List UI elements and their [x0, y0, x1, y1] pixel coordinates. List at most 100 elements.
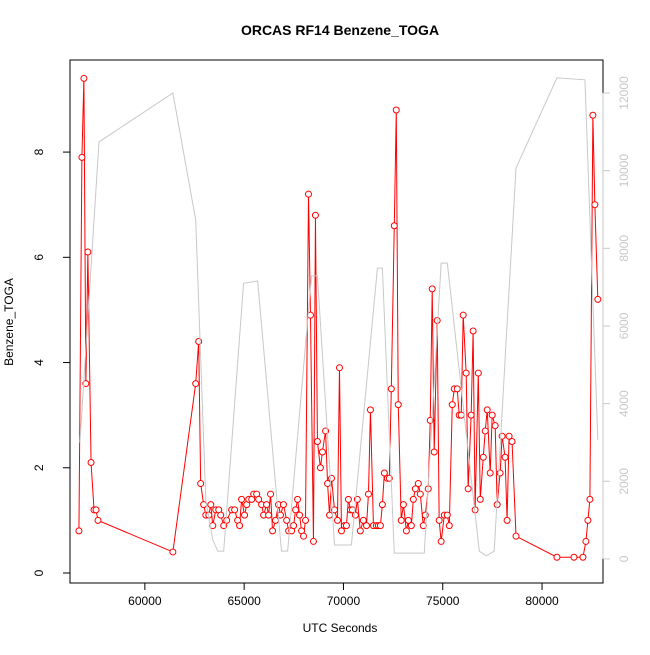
- data-point: [428, 285, 436, 293]
- data-point: [272, 516, 280, 524]
- data-point: [92, 506, 100, 514]
- data-point: [351, 511, 359, 519]
- data-point: [508, 437, 516, 445]
- y2-tick-label: 6000: [617, 312, 631, 339]
- x-tick-label: 80000: [525, 594, 559, 608]
- data-point: [589, 111, 597, 119]
- data-point: [87, 459, 95, 467]
- data-point: [356, 527, 364, 535]
- data-point: [316, 464, 324, 472]
- data-point: [404, 516, 412, 524]
- data-point: [318, 448, 326, 456]
- data-point: [459, 311, 467, 319]
- y2-tick-label: 4000: [617, 390, 631, 417]
- chart-title: ORCAS RF14 Benzene_TOGA: [241, 22, 439, 38]
- y2-tick-label: 2000: [617, 468, 631, 495]
- data-point: [392, 106, 400, 114]
- data-point: [479, 453, 487, 461]
- data-point: [483, 406, 491, 414]
- data-point: [279, 501, 287, 509]
- data-point: [503, 516, 511, 524]
- data-point: [488, 411, 496, 419]
- data-point: [464, 485, 472, 493]
- data-point: [387, 385, 395, 393]
- data-point: [481, 427, 489, 435]
- data-point: [195, 337, 203, 345]
- data-point: [300, 532, 308, 540]
- y-tick-label: 2: [32, 464, 46, 471]
- data-point: [269, 527, 277, 535]
- data-point: [402, 527, 410, 535]
- data-point: [445, 522, 453, 530]
- data-point: [359, 516, 367, 524]
- data-point: [376, 522, 384, 530]
- data-point: [192, 380, 200, 388]
- data-point: [505, 432, 513, 440]
- y-axis-label: Benzene_TOGA: [2, 278, 16, 366]
- data-point: [435, 516, 443, 524]
- data-point: [390, 222, 398, 230]
- data-point: [399, 501, 407, 509]
- y-tick-label: 6: [32, 254, 46, 261]
- data-point: [335, 364, 343, 372]
- data-point: [586, 495, 594, 503]
- data-point: [94, 516, 102, 524]
- data-point: [512, 532, 520, 540]
- data-point: [453, 385, 461, 393]
- data-point: [267, 490, 275, 498]
- data-point: [421, 511, 429, 519]
- data-point: [433, 316, 441, 324]
- data-point: [570, 553, 578, 561]
- data-point: [324, 480, 332, 488]
- y2-tick-label: 10000: [617, 154, 631, 188]
- data-point: [231, 506, 239, 514]
- data-point: [553, 553, 561, 561]
- x-tick-label: 60000: [128, 594, 162, 608]
- data-point: [486, 469, 494, 477]
- y-tick-label: 0: [32, 569, 46, 576]
- data-point: [296, 511, 304, 519]
- data-point: [457, 411, 465, 419]
- x-tick-label: 65000: [227, 594, 261, 608]
- data-point: [344, 495, 352, 503]
- data-point: [378, 501, 386, 509]
- data-point: [469, 327, 477, 335]
- data-point: [498, 432, 506, 440]
- data-point: [501, 453, 509, 461]
- data-point: [364, 490, 372, 498]
- data-point: [342, 522, 350, 530]
- y-tick-label: 4: [32, 359, 46, 366]
- data-point: [380, 469, 388, 477]
- data-point: [306, 311, 314, 319]
- data-point: [197, 480, 205, 488]
- data-point: [491, 422, 499, 430]
- data-point: [476, 495, 484, 503]
- data-point: [75, 527, 83, 535]
- x-tick-label: 75000: [426, 594, 460, 608]
- data-point: [283, 516, 291, 524]
- data-point: [304, 190, 312, 198]
- data-point: [414, 480, 422, 488]
- data-point: [462, 369, 470, 377]
- data-point: [579, 553, 587, 561]
- data-point: [265, 511, 273, 519]
- x-tick-label: 70000: [327, 594, 361, 608]
- data-point: [80, 74, 88, 82]
- data-point: [223, 516, 231, 524]
- data-point: [411, 485, 419, 493]
- data-point: [348, 506, 356, 514]
- data-point: [238, 495, 246, 503]
- data-point: [276, 511, 284, 519]
- data-point: [311, 211, 319, 219]
- data-point: [430, 448, 438, 456]
- data-point: [290, 522, 298, 530]
- data-point: [467, 411, 475, 419]
- data-point: [217, 511, 225, 519]
- data-point: [309, 537, 317, 545]
- y-tick-label: 8: [32, 148, 46, 155]
- data-point: [82, 380, 90, 388]
- data-point: [328, 474, 336, 482]
- y2-tick-label: 12000: [617, 76, 631, 110]
- data-point: [263, 501, 271, 509]
